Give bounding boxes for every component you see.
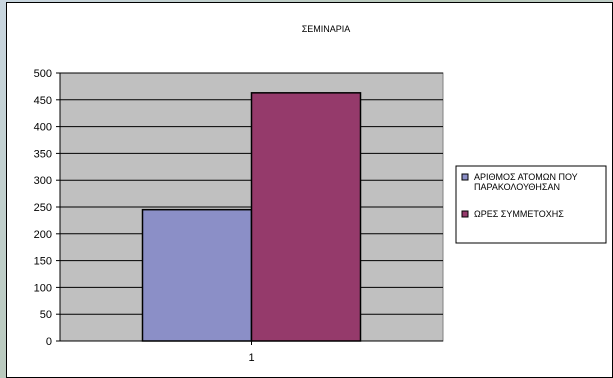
legend-label-line: ΩΡΕΣ ΣΥΜΜΕΤΟΧΗΣ: [474, 209, 564, 219]
y-tick-label: 200: [34, 229, 52, 241]
legend-label: ΩΡΕΣ ΣΥΜΜΕΤΟΧΗΣ: [474, 209, 564, 219]
y-axis-ticks: 0 50 100 150 200 250 300 350 400 450 500: [34, 68, 60, 348]
y-tick-label: 250: [34, 202, 52, 214]
y-tick-label: 450: [34, 95, 52, 107]
y-tick-label: 100: [34, 282, 52, 294]
chart-frame: ΣΕΜΙΝΑΡΙΑ 0 50 100 150 200 250 300 350 400 450 500…: [6, 2, 613, 378]
bar: [141, 208, 253, 342]
y-tick-label: 350: [34, 148, 52, 160]
x-tick-label: 1: [248, 352, 254, 364]
y-tick-label: 400: [34, 122, 52, 134]
bar: [250, 92, 362, 342]
y-tick-label: 500: [34, 68, 52, 80]
legend-swatch: [461, 173, 469, 181]
legend-label-line: ΠΑΡΑΚΟΛΟΥΘΗΣΑΝ: [474, 182, 560, 192]
y-tick-label: 150: [34, 256, 52, 268]
legend-label-line: ΑΡΙΘΜΟΣ ΑΤΟΜΩΝ ΠΟΥ: [474, 172, 578, 182]
bar-chart: ΣΕΜΙΝΑΡΙΑ 0 50 100 150 200 250 300 350 400 450 500…: [34, 24, 607, 364]
y-tick-label: 0: [46, 336, 52, 348]
legend-box: [455, 165, 607, 244]
y-tick-label: 50: [40, 309, 52, 321]
chart-title: ΣΕΜΙΝΑΡΙΑ: [302, 24, 351, 34]
legend: ΑΡΙΘΜΟΣ ΑΤΟΜΩΝ ΠΟΥ ΠΑΡΑΚΟΛΟΥΘΗΣΑΝ ΩΡΕΣ ΣΥΜ…: [455, 165, 607, 244]
y-tick-label: 300: [34, 175, 52, 187]
legend-label: ΑΡΙΘΜΟΣ ΑΤΟΜΩΝ ΠΟΥ ΠΑΡΑΚΟΛΟΥΘΗΣΑΝ: [474, 172, 578, 192]
legend-swatch: [461, 210, 469, 218]
x-axis-ticks: 1: [248, 341, 255, 364]
